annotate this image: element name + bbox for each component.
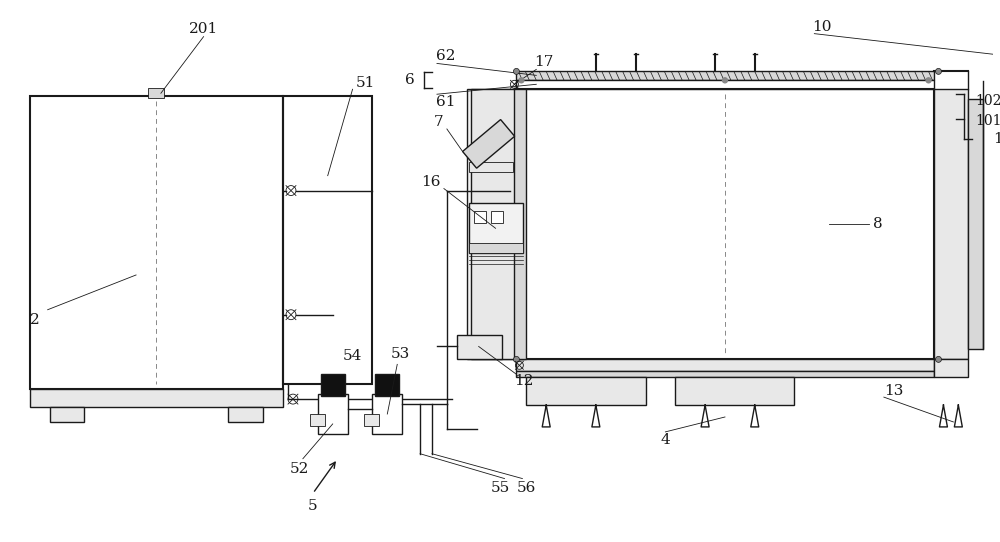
Text: 6: 6 [405,73,415,87]
Circle shape [519,78,524,83]
Bar [934,359,968,377]
Circle shape [926,78,931,83]
Bar [469,162,513,172]
Text: 16: 16 [421,175,441,189]
Text: 61: 61 [436,95,456,109]
Text: 12: 12 [515,374,534,388]
Text: 54: 54 [343,350,362,363]
Text: 101: 101 [975,114,1000,128]
Text: 8: 8 [873,217,883,231]
Circle shape [722,78,727,83]
Bar [675,377,794,405]
Text: 4: 4 [661,433,670,447]
Bar [968,99,983,350]
Polygon shape [463,120,515,168]
Bar [30,389,283,407]
Text: 51: 51 [356,76,375,91]
Bar [516,89,934,359]
Bar [372,394,402,434]
Bar [471,89,520,359]
Bar [516,371,934,377]
Bar [469,243,523,253]
Text: 2: 2 [30,313,40,327]
Bar [318,394,348,434]
Bar [491,211,503,223]
Text: 13: 13 [884,384,903,398]
Text: 201: 201 [189,22,218,36]
Bar [526,377,646,405]
Text: 7: 7 [434,115,444,129]
Bar [474,211,486,223]
Bar [310,414,325,426]
Bar [457,334,502,359]
Bar [50,407,84,422]
Bar [934,89,968,359]
Text: 1: 1 [993,132,1000,146]
Text: 56: 56 [517,481,536,495]
Bar [516,80,934,89]
Bar [469,203,523,253]
Bar [514,89,526,359]
Bar [516,359,934,371]
Text: 5: 5 [308,499,318,513]
Bar [375,375,399,396]
Circle shape [936,357,941,363]
Text: 102: 102 [975,94,1000,108]
Bar [516,72,934,80]
Circle shape [513,68,519,74]
Text: 62: 62 [436,49,456,63]
Bar [30,96,283,389]
Circle shape [513,357,519,363]
Bar [283,96,372,384]
Bar [148,88,164,98]
Bar [321,375,345,396]
Text: 53: 53 [391,347,410,362]
Text: 52: 52 [290,462,310,476]
Bar [467,89,524,359]
Bar [364,414,379,426]
Text: 55: 55 [491,481,510,495]
Text: 10: 10 [813,20,832,34]
Bar [228,407,263,422]
Text: 17: 17 [535,55,554,69]
Circle shape [936,68,941,74]
